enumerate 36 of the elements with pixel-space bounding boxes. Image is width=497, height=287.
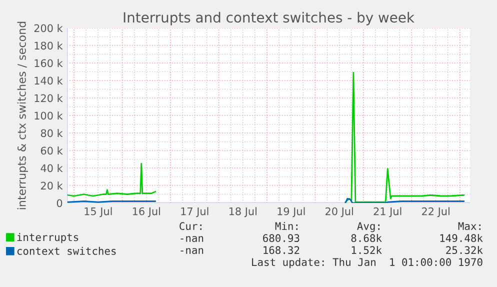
x-tick-label: 17 Jul	[181, 207, 208, 218]
text: -nan	[180, 248, 204, 254]
x-tick-label: 16 Jul	[132, 207, 160, 218]
text: 149.48k	[440, 234, 483, 242]
legend-label: interrupts	[17, 233, 78, 244]
text: Min:	[275, 222, 298, 230]
text: Avg:	[357, 222, 380, 232]
y-tick-label: 60 k	[40, 146, 63, 155]
y-tick-label: 20 k	[41, 182, 63, 190]
text: Max:	[458, 222, 480, 230]
x-tick-label: 15 Jul	[84, 207, 112, 218]
y-tick-label: 80 k	[40, 129, 63, 138]
y-axis-title: interrupts & ctx switches / second	[17, 22, 28, 210]
text: 168.32	[264, 246, 300, 254]
text: -nan	[180, 236, 204, 242]
y-tick-label: 40 k	[40, 164, 63, 172]
y-tick-label: 180 k	[34, 42, 63, 50]
text: 25.32k	[446, 246, 483, 254]
x-tick-label: 22 Jul	[422, 207, 450, 218]
y-tick-label: 140 k	[34, 76, 63, 85]
x-tick-label: 20 Jul	[326, 207, 353, 218]
text: 680.93	[263, 234, 300, 242]
x-tick-label: 19 Jul	[278, 207, 305, 218]
y-tick-label: 160 k	[34, 59, 63, 68]
text: Cur:	[180, 222, 202, 230]
y-tick-label: 120 k	[34, 94, 63, 102]
text: Last update: Thu Jan 1 01:00:00 1970	[252, 258, 482, 268]
chart-title: Interrupts and context switches - by week	[124, 12, 414, 26]
text: 8.68k	[351, 234, 382, 242]
x-tick-label: 21 Jul	[374, 207, 402, 218]
x-tick-label: 18 Jul	[229, 207, 256, 218]
y-tick-label: 0	[56, 199, 62, 208]
y-tick-label: 200 k	[34, 24, 63, 32]
y-tick-label: 100 k	[34, 112, 63, 120]
text: 1.52k	[352, 246, 382, 254]
legend-label: context switches	[17, 246, 116, 255]
